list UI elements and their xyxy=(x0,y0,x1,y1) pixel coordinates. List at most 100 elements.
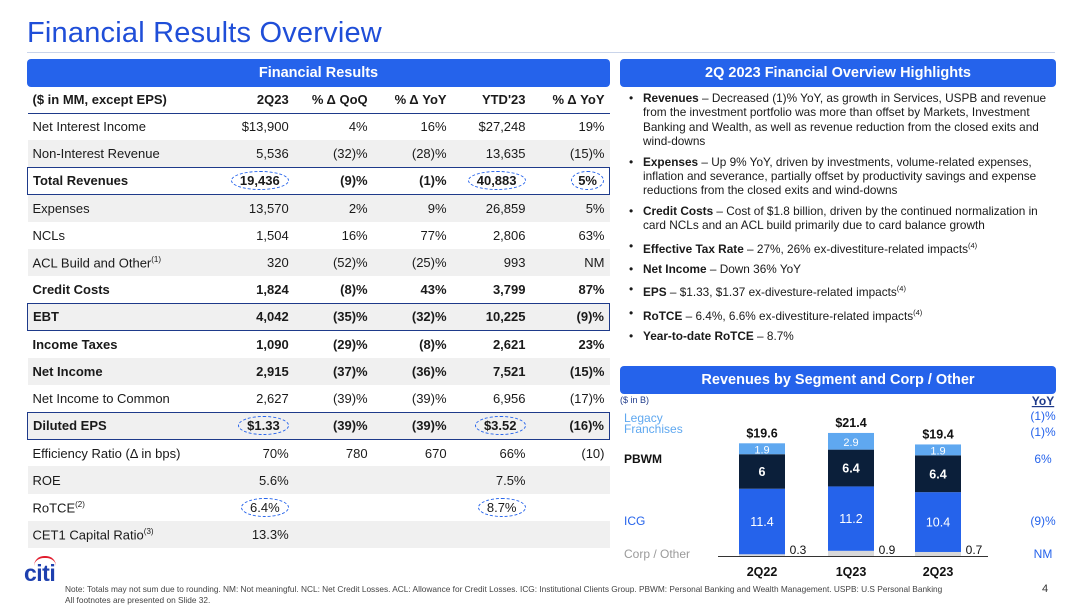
cell-value: 1,504 xyxy=(256,227,289,243)
table-cell: 77% xyxy=(373,222,452,249)
cell-value: 993 xyxy=(503,255,526,271)
row-label: Expenses xyxy=(27,194,215,222)
table-cell xyxy=(530,466,610,494)
footnote-marker: (4) xyxy=(913,307,923,317)
table-row: Total Revenues 19,436 (9)% (1)% 40,883 5% xyxy=(26,166,610,196)
cell-value: 13.3% xyxy=(251,526,289,542)
category-label: 1Q23 xyxy=(836,565,867,579)
cell-value: 5.6% xyxy=(259,472,289,488)
cell-value: 4% xyxy=(348,119,368,135)
footer-note-line: All footnotes are presented on Slide 32. xyxy=(65,594,211,605)
highlight-key: Revenues xyxy=(643,91,699,105)
table-cell: (39)% xyxy=(373,385,452,412)
cell-value: 2% xyxy=(348,200,368,216)
column-header: 2Q23 xyxy=(214,87,294,114)
revenue-chart-header: Revenues by Segment and Corp / Other xyxy=(620,366,1056,394)
cell-value: (15)% xyxy=(569,363,605,379)
cell-value: (9)% xyxy=(340,173,368,189)
footnote-marker: (4) xyxy=(896,284,906,294)
table-cell: (32)% xyxy=(293,140,373,168)
category-label: 2Q22 xyxy=(747,565,778,579)
bar-segment xyxy=(828,486,874,551)
cell-value: 2,806 xyxy=(492,227,526,243)
cell-value: 70% xyxy=(262,445,289,461)
cell-value: 8.7% xyxy=(477,497,526,517)
cell-value: 1,824 xyxy=(256,281,289,297)
row-label: EBT xyxy=(26,302,215,332)
table-cell xyxy=(293,520,373,548)
row-label: NCLs xyxy=(28,222,215,249)
table-cell: (9)% xyxy=(293,166,373,196)
table-cell xyxy=(293,466,373,494)
cell-value: (29)% xyxy=(332,336,368,352)
page-number: 4 xyxy=(1042,583,1049,595)
footnote-marker: (4) xyxy=(968,240,978,250)
row-label: Net Income xyxy=(27,357,215,385)
bar-total-label: $19.6 xyxy=(746,426,777,440)
bar-value-label: 1.9 xyxy=(930,445,945,457)
table-cell xyxy=(294,494,373,521)
table-row: Non-Interest Revenue 5,536 (32)% (28)% 13,63… xyxy=(27,140,610,168)
cell-value: 16% xyxy=(420,119,447,135)
row-label-text: CET1 Capital Ratio xyxy=(32,527,144,543)
highlight-item: Net Income – Down 36% YoY xyxy=(628,261,1056,277)
table-cell xyxy=(373,494,452,521)
bar-segment xyxy=(739,443,785,455)
cell-value: (8)% xyxy=(419,336,447,352)
table-row: EBT 4,042 (35)% (32)% 10,225 (9)% xyxy=(26,302,610,332)
cell-value: 43% xyxy=(420,281,447,297)
bar-total-label: $19.4 xyxy=(922,427,953,441)
table-cell: 66% xyxy=(452,439,531,466)
cell-value: (25)% xyxy=(411,255,447,271)
row-label: Efficiency Ratio (Δ in bps) xyxy=(28,439,215,466)
bar-segment xyxy=(739,454,785,489)
highlight-key: Expenses xyxy=(643,154,699,169)
column-header: % Δ YoY xyxy=(372,87,452,114)
table-cell: 993 xyxy=(451,248,531,277)
bar-segment xyxy=(915,551,961,556)
table-cell: (17)% xyxy=(531,385,610,412)
table-cell: 5,536 xyxy=(214,140,294,168)
highlight-key: Net Income xyxy=(643,261,707,276)
cell-value: 6.4% xyxy=(241,497,289,517)
bar-value-label: 0.3 xyxy=(790,543,807,557)
table-cell: $1.33 xyxy=(214,411,294,440)
table-cell: 70% xyxy=(215,439,294,466)
footnote-marker: (2) xyxy=(75,499,85,509)
highlight-text: – Decreased (1)% YoY, as growth in Servi… xyxy=(643,91,1047,149)
row-label: RoTCE(2) xyxy=(28,494,215,521)
table-cell: 16% xyxy=(294,222,373,249)
row-label-text: Net Income xyxy=(32,363,103,379)
row-label: Credit Costs xyxy=(28,276,215,303)
series-yoy-value: 6% xyxy=(1034,452,1052,466)
series-yoy-value: (1)% xyxy=(1030,425,1056,439)
row-label-text: Expenses xyxy=(32,200,90,216)
table-row: Net Interest Income $13,900 4% 16% $27,248 19… xyxy=(28,113,610,140)
row-label: Net Interest Income xyxy=(28,113,215,140)
cell-value: 780 xyxy=(345,445,368,461)
table-cell: 4% xyxy=(294,113,373,140)
cell-value: 87% xyxy=(578,281,605,297)
row-label: Net Income to Common xyxy=(28,385,215,412)
bar-total-label: $21.4 xyxy=(835,416,866,430)
table-cell xyxy=(530,520,610,548)
cell-value: 23% xyxy=(578,336,605,352)
table-row: Expenses 13,570 2% 9% 26,859 5% xyxy=(27,194,610,222)
row-label-text: ROE xyxy=(32,472,61,488)
cell-value: 2,621 xyxy=(492,336,526,352)
table-cell: 10,225 xyxy=(451,302,531,332)
table-cell: 7.5% xyxy=(451,466,531,494)
table-cell: 5.6% xyxy=(214,466,294,494)
cell-value: 5,536 xyxy=(256,146,289,162)
cell-value: (39)% xyxy=(332,390,368,406)
column-header: % Δ YoY xyxy=(530,87,610,114)
cell-value: 13,635 xyxy=(485,146,526,162)
row-label: ROE xyxy=(27,466,215,494)
cell-value: 13,570 xyxy=(248,200,289,216)
cell-value: NM xyxy=(584,255,605,271)
table-cell: (25)% xyxy=(372,248,452,277)
table-cell: 2,621 xyxy=(452,331,531,358)
highlights-list: Revenues – Decreased (1)% YoY, as growth… xyxy=(628,91,1056,349)
series-label: Legacy Franchises xyxy=(624,411,683,436)
highlight-text: – Cost of $1.8 billion, driven by the co… xyxy=(643,203,1038,233)
